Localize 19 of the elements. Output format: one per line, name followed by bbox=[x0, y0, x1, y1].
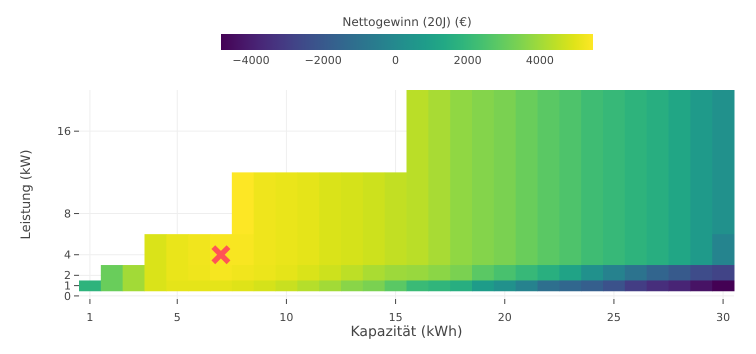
color-bar-label: 4000 bbox=[526, 54, 554, 67]
color-bar-title: Nettogewinn (20J) (€) bbox=[342, 15, 472, 29]
x-tick-label: 1 bbox=[86, 311, 94, 324]
x-tick-label: 30 bbox=[716, 311, 730, 324]
y-tick-label: 0 bbox=[64, 290, 71, 303]
x-tick-label: 10 bbox=[279, 311, 294, 324]
color-bar-label: 0 bbox=[392, 54, 399, 67]
y-tick-label: 4 bbox=[64, 248, 71, 262]
y-axis-title: Leistung (kW) bbox=[19, 150, 34, 240]
y-tick-label: 8 bbox=[64, 207, 71, 220]
y-tick-label: 16 bbox=[57, 125, 71, 138]
x-tick-label: 20 bbox=[498, 311, 512, 324]
x-tick-label: 5 bbox=[174, 311, 181, 324]
color-bar-label: 2000 bbox=[454, 54, 482, 67]
x-axis-title: Kapazität (kWh) bbox=[350, 324, 462, 340]
color-bar-label: −4000 bbox=[232, 54, 270, 67]
color-bar-label: −2000 bbox=[304, 54, 342, 67]
x-tick-label: 25 bbox=[606, 311, 621, 324]
x-tick-label: 15 bbox=[388, 311, 403, 324]
